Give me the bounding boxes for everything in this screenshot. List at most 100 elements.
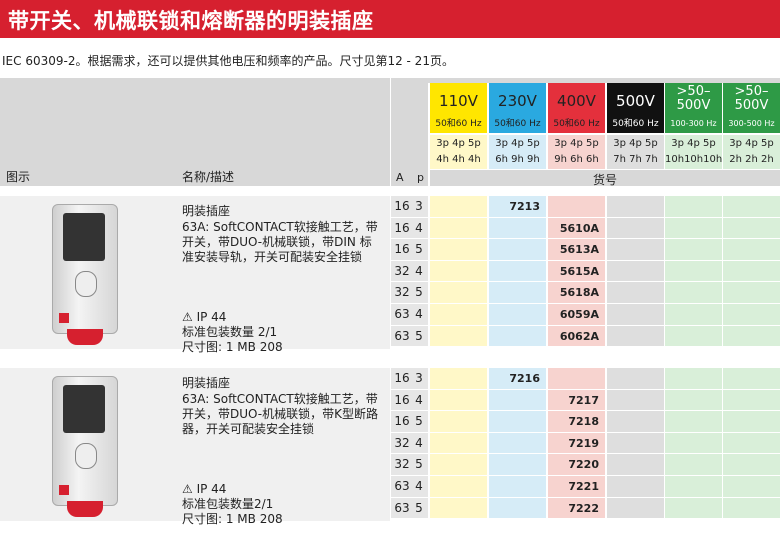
pole-value: 5: [415, 457, 423, 472]
hours-label: 7h 7h 7h: [613, 154, 658, 165]
cell: [489, 432, 546, 454]
cell: [430, 411, 487, 432]
cell: [607, 454, 664, 475]
cell: [489, 411, 546, 432]
red-socket-icon: [67, 329, 103, 345]
cell: [665, 304, 722, 325]
pin-config-2: 3p 4p 5p 9h 6h 6h: [548, 135, 605, 169]
socket-image: [52, 204, 118, 345]
page-title: 带开关、机械联锁和熔断器的明装插座: [8, 9, 374, 33]
header-top-strip: [391, 78, 780, 83]
row-ap-1-1: 16 4: [391, 389, 428, 411]
product-name: 明装插座: [182, 204, 231, 218]
pole-value: 4: [415, 263, 423, 278]
ip-rating: ⚠ IP 44: [182, 482, 227, 496]
cell: 7222: [548, 497, 605, 519]
cell: [607, 497, 664, 519]
cell: [607, 368, 664, 389]
part-number: 5615A: [559, 264, 599, 278]
cell: [489, 282, 546, 303]
cell: [665, 282, 722, 303]
pins-label: 3p 4p 5p: [671, 138, 716, 149]
cell: 5618A: [548, 282, 605, 303]
cell: [430, 282, 487, 303]
cell: [665, 260, 722, 282]
cell: [723, 432, 780, 454]
cell: [665, 239, 722, 260]
voltage-label: 400V: [557, 92, 596, 110]
row-ap-0-1: 16 4: [391, 217, 428, 239]
cell: [430, 217, 487, 239]
row-ap-1-0: 16 3: [391, 368, 428, 389]
part-number: 6059A: [559, 308, 599, 321]
amp-value: 32: [394, 263, 410, 278]
row-ap-0-0: 16 3: [391, 196, 428, 217]
hours-label: 4h 4h 4h: [436, 154, 481, 165]
cell: [665, 476, 722, 497]
col-image-label: 图示: [6, 170, 31, 184]
row-ap-1-6: 63 5: [391, 497, 428, 519]
cell: [489, 497, 546, 519]
cell: [548, 196, 605, 217]
cell: [723, 282, 780, 303]
voltage-header-5: >50–500V 300-500 Hz: [723, 83, 780, 133]
product-block-0: 明装插座 63A: SoftCONTACT软接触工艺，带开关，带DUO-机械联锁，…: [0, 196, 390, 354]
pole-value: 5: [415, 242, 423, 257]
cell: 7220: [548, 454, 605, 475]
cell: 6059A: [548, 304, 605, 325]
pack-quantity: 标准包装数量 2/1: [182, 325, 278, 339]
switch-knob-icon: [75, 443, 97, 469]
product-name: 明装插座: [182, 376, 231, 390]
amp-value: 63: [394, 328, 410, 343]
cell: [607, 196, 664, 217]
cell: [723, 217, 780, 239]
pins-label: 3p 4p 5p: [495, 138, 540, 149]
pole-value: 4: [415, 220, 423, 235]
pole-value: 4: [415, 435, 423, 450]
cell: [723, 304, 780, 325]
part-number: 7220: [568, 458, 599, 472]
cell: 6062A: [548, 325, 605, 347]
red-socket-icon: [67, 501, 103, 517]
voltage-label: 500V: [616, 92, 655, 110]
cell: 7218: [548, 411, 605, 432]
cell: [489, 476, 546, 497]
switch-knob-icon: [75, 271, 97, 297]
hours-label: 9h 6h 6h: [554, 154, 599, 165]
cell: [489, 304, 546, 325]
row-ap-0-2: 16 5: [391, 239, 428, 260]
cell: [548, 368, 605, 389]
part-number: 7221: [568, 480, 599, 493]
cell: [723, 497, 780, 519]
cell: [665, 389, 722, 411]
cell: [430, 432, 487, 454]
cell: [607, 239, 664, 260]
cell: [489, 325, 546, 347]
product-description: 63A: SoftCONTACT软接触工艺，带开关，带DUO-机械联锁，带DIN…: [182, 220, 378, 264]
brand-logo-icon: [59, 485, 69, 495]
pole-value: 4: [415, 307, 423, 321]
col-a-label: A: [396, 171, 404, 184]
frequency-label: 100-300 Hz: [670, 119, 717, 128]
row-ap-0-4: 32 5: [391, 282, 428, 303]
amp-value: 32: [394, 285, 410, 300]
cell: [430, 325, 487, 347]
cell: [665, 325, 722, 347]
part-number: 7222: [568, 501, 599, 515]
ip-rating: ⚠ IP 44: [182, 310, 227, 324]
row-ap-0-6: 63 5: [391, 325, 428, 347]
frequency-label: 50和60 Hz: [612, 119, 659, 129]
product-block-1: 明装插座 63A: SoftCONTACT软接触工艺，带开关，带DUO-机械联锁，…: [0, 368, 390, 526]
socket-window: [63, 385, 105, 433]
pins-label: 3p 4p 5p: [613, 138, 658, 149]
cell: [430, 454, 487, 475]
cell: 7213: [489, 196, 546, 217]
amp-value: 16: [394, 220, 410, 235]
pole-value: 4: [415, 479, 423, 493]
cell: [430, 368, 487, 389]
hours-label: 10h10h10h: [665, 154, 723, 165]
cell: [723, 260, 780, 282]
part-number: 6062A: [559, 329, 599, 343]
voltage-header-0: 110V 50和60 Hz: [430, 83, 487, 133]
cell: [665, 411, 722, 432]
